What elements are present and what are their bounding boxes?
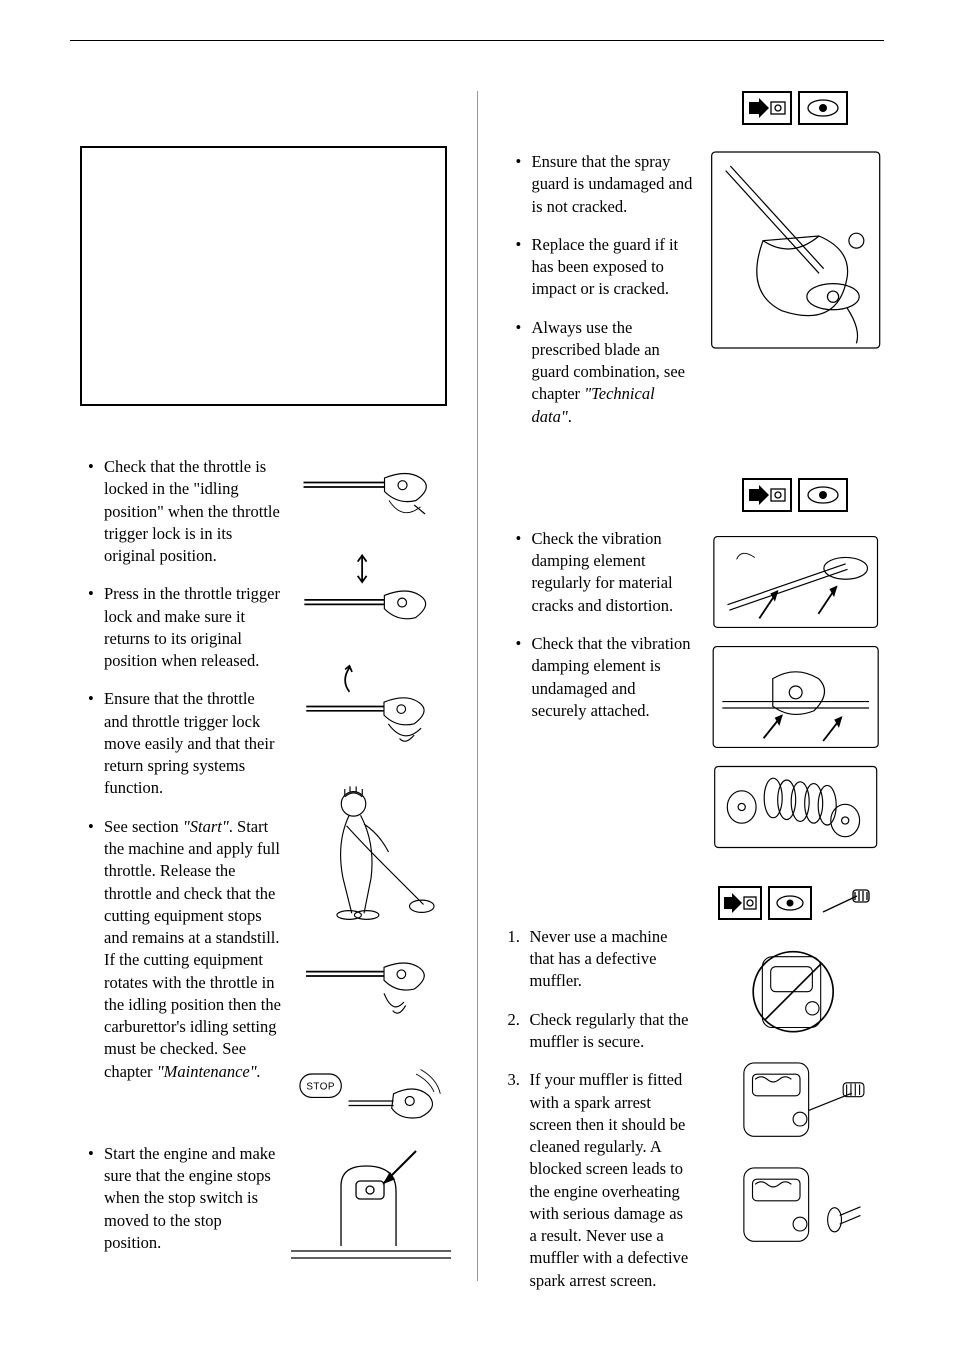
bullet-text: See section "Start". Start the machine a… bbox=[88, 816, 283, 1083]
muffler-prohibited-icon bbox=[707, 940, 884, 1040]
operator-posture-icon bbox=[286, 782, 456, 922]
guard-section: Ensure that the spray guard is undamaged… bbox=[498, 91, 885, 444]
top-rule bbox=[70, 40, 884, 41]
text: See section bbox=[104, 817, 183, 836]
text: Never use a machine that has a defective… bbox=[530, 927, 668, 991]
num: 3. bbox=[508, 1069, 520, 1091]
num: 2. bbox=[508, 1009, 520, 1031]
page-columns: Check that the throttle is locked in the… bbox=[70, 91, 884, 1281]
list-item: 1. Never use a machine that has a defecti… bbox=[508, 926, 693, 993]
throttle-handle-2-icon bbox=[286, 551, 456, 631]
bullet-text: Replace the guard if it has been exposed… bbox=[516, 234, 693, 301]
left-column: Check that the throttle is locked in the… bbox=[70, 91, 457, 1281]
num: 1. bbox=[508, 926, 520, 948]
muffler-screw-icon bbox=[707, 1155, 884, 1250]
bullet-text: Start the engine and make sure that the … bbox=[88, 1143, 283, 1254]
choke-icon bbox=[718, 886, 762, 920]
choke-icon bbox=[742, 91, 792, 125]
bullet-text: Ensure that the spray guard is undamaged… bbox=[516, 151, 693, 218]
svg-text:STOP: STOP bbox=[307, 1081, 336, 1092]
icon-strip bbox=[742, 91, 848, 125]
list-item: 3. If your muffler is fitted with a spark… bbox=[508, 1069, 693, 1292]
bullet-text: Check that the throttle is locked in the… bbox=[88, 456, 283, 567]
stop-switch-figure bbox=[286, 1131, 456, 1281]
text-italic: "Start" bbox=[183, 817, 229, 836]
text-italic: "Maintenance". bbox=[157, 1062, 261, 1081]
muffler-section: 1. Never use a machine that has a defecti… bbox=[498, 886, 885, 1308]
right-column: Ensure that the spray guard is undamaged… bbox=[498, 91, 885, 1281]
bullet-text: Press in the throttle trigger lock and m… bbox=[88, 583, 283, 672]
text: . bbox=[568, 407, 572, 426]
throttle-handle-4-icon bbox=[286, 950, 456, 1028]
throttle-handle-1-icon bbox=[286, 451, 456, 523]
eye-icon bbox=[798, 91, 848, 125]
eye-icon bbox=[768, 886, 812, 920]
bullet-text: Check the vibration damping element regu… bbox=[516, 528, 693, 617]
damper-spring-icon bbox=[707, 762, 884, 852]
throttle-text: Check that the throttle is locked in the… bbox=[70, 456, 283, 1083]
left-figures: STOP bbox=[286, 451, 456, 1128]
text: Check regularly that the muffler is secu… bbox=[530, 1010, 689, 1051]
icon-strip bbox=[742, 478, 848, 512]
text: If your muffler is fitted with a spark a… bbox=[530, 1070, 689, 1289]
muffler-clean-icon bbox=[707, 1050, 884, 1145]
bullet-text: Ensure that the throttle and throttle tr… bbox=[88, 688, 283, 799]
bullet-text: Always use the prescribed blade an guard… bbox=[516, 317, 693, 428]
stop-switch-closeup-icon: STOP bbox=[286, 1056, 456, 1128]
damper-shaft-2-icon bbox=[707, 642, 884, 752]
list-item: 2. Check regularly that the muffler is se… bbox=[508, 1009, 693, 1054]
spray-guard-icon bbox=[707, 145, 884, 355]
choke-icon bbox=[742, 478, 792, 512]
damper-shaft-1-icon bbox=[707, 532, 884, 632]
text: . Start the machine and apply full throt… bbox=[104, 817, 281, 1081]
eye-icon bbox=[798, 478, 848, 512]
stop-text: Start the engine and make sure that the … bbox=[70, 1143, 283, 1254]
warning-box bbox=[80, 146, 447, 406]
throttle-handle-3-icon bbox=[286, 659, 456, 754]
vibration-section: Check the vibration damping element regu… bbox=[498, 478, 885, 852]
icon-strip bbox=[718, 886, 872, 920]
brush-icon bbox=[818, 886, 872, 920]
column-divider bbox=[477, 91, 478, 1281]
bullet-text: Check that the vibration damping element… bbox=[516, 633, 693, 722]
stop-switch-unit-icon bbox=[286, 1131, 456, 1281]
